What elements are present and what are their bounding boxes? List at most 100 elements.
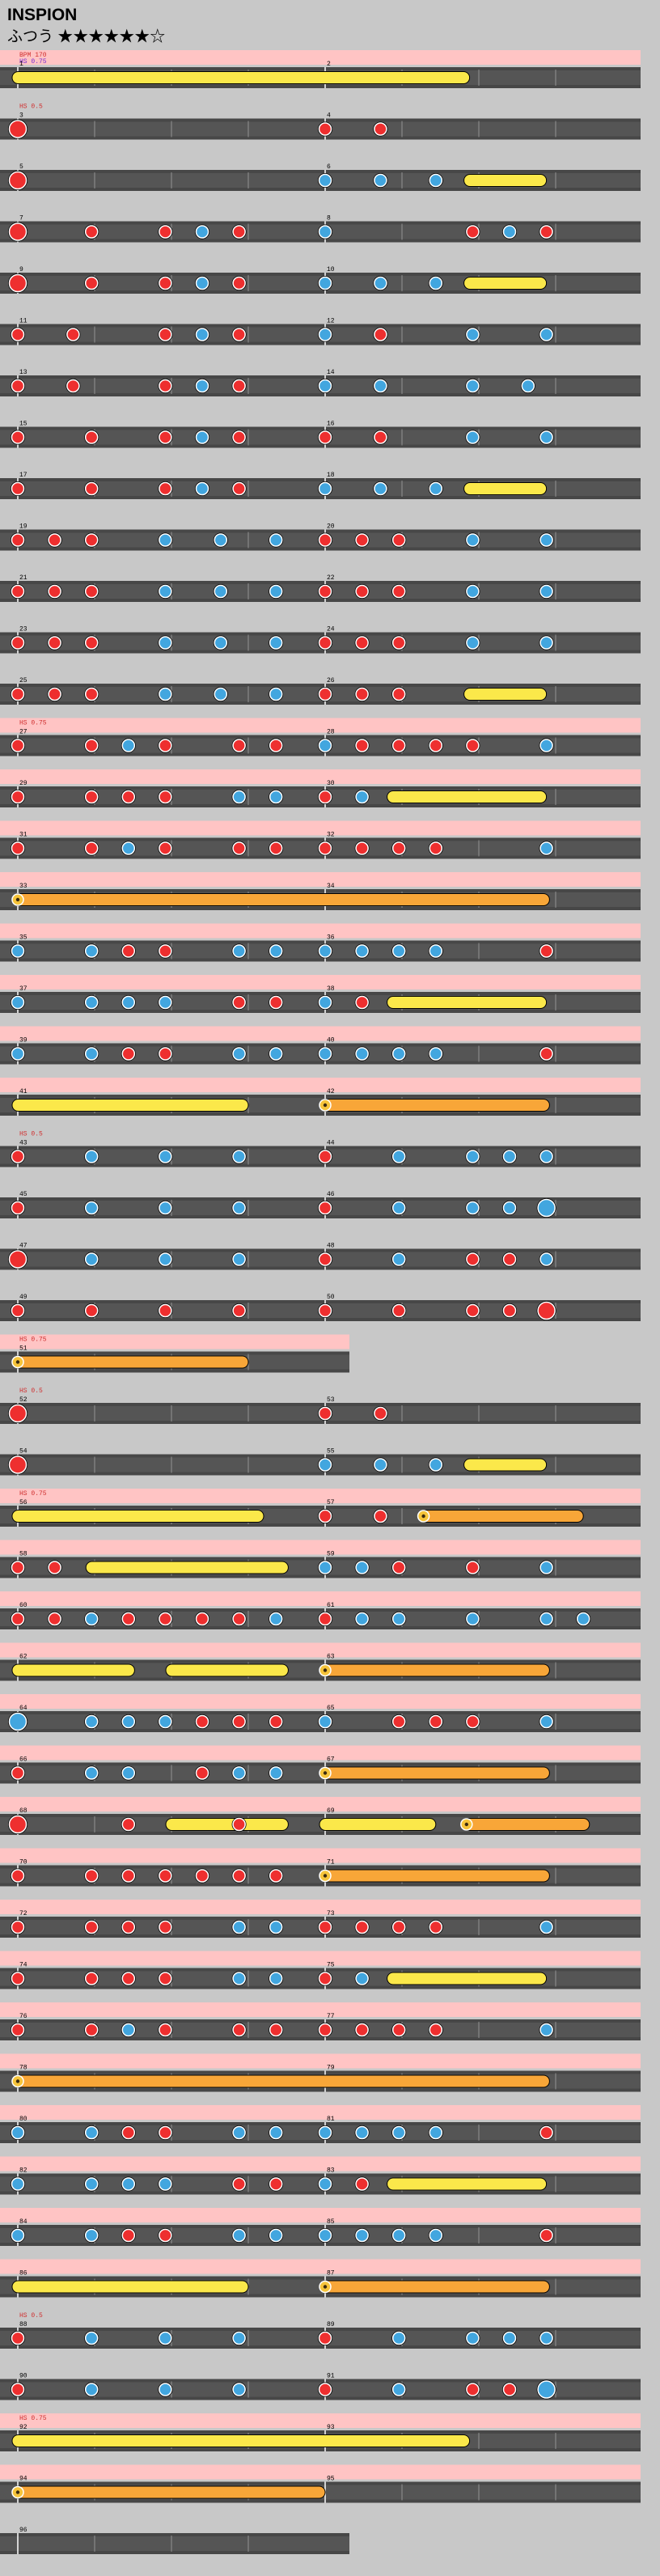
don-note	[195, 1612, 209, 1626]
measure-number: 12	[327, 318, 335, 325]
balloon-eye	[15, 2079, 20, 2083]
don-note	[232, 225, 246, 239]
don-note	[121, 1047, 136, 1061]
balloon-note	[417, 1510, 584, 1523]
ka-note	[355, 2228, 369, 2243]
don-note	[269, 2177, 283, 2191]
drumroll-note	[11, 1663, 135, 1677]
ka-note	[391, 2383, 406, 2396]
don-note	[11, 1869, 25, 1883]
don-note	[232, 1869, 246, 1883]
drumroll-note	[319, 1818, 437, 1831]
gogo-band	[0, 1334, 349, 1349]
ka-note	[214, 636, 228, 650]
ka-note	[269, 1766, 283, 1780]
don-note	[232, 739, 246, 752]
drumroll-note	[85, 1561, 289, 1574]
don-note	[159, 1047, 172, 1061]
ka-note	[429, 173, 443, 188]
don-note	[84, 276, 99, 290]
don-note	[355, 995, 369, 1010]
measure-number: 8	[327, 215, 331, 222]
drumroll-note	[11, 2280, 249, 2294]
ka-note	[269, 533, 283, 547]
don-note	[121, 1612, 136, 1626]
scroll-label: HS 0.75	[19, 1337, 47, 1344]
ka-note	[195, 379, 209, 393]
gogo-band	[0, 1642, 641, 1658]
don-note	[159, 841, 172, 855]
ka-note	[318, 944, 332, 958]
don-note	[318, 687, 332, 701]
ka-note	[466, 584, 480, 599]
don-note	[318, 1612, 332, 1626]
measure-number: 96	[19, 2527, 28, 2534]
drumroll-note	[463, 482, 548, 495]
ka-note	[11, 2177, 25, 2191]
gogo-band	[0, 1900, 641, 1914]
scroll-label: HS 0.75	[19, 58, 47, 66]
measure-number: 95	[327, 2476, 335, 2483]
measure-number: 56	[19, 1499, 28, 1506]
ka-note	[318, 739, 332, 752]
don-note	[318, 584, 332, 599]
measure-number: 75	[327, 1962, 335, 1969]
ka-note	[84, 1201, 99, 1215]
ka-note	[269, 944, 283, 958]
ka-note	[318, 328, 332, 341]
drumroll-note	[11, 71, 471, 84]
measure-number: 60	[19, 1602, 28, 1609]
don-note	[466, 1252, 480, 1266]
measure-number: 81	[327, 2116, 335, 2123]
measure-number: 6	[327, 163, 331, 171]
ka-note	[84, 1047, 99, 1061]
song-title: INSPION	[7, 6, 78, 24]
measure-number: 21	[19, 574, 28, 582]
big-don-note	[8, 273, 28, 293]
ka-note	[269, 1920, 283, 1934]
don-note	[232, 995, 246, 1010]
ka-note	[429, 276, 443, 290]
don-note	[159, 1972, 172, 1985]
measure-number: 36	[327, 934, 335, 942]
balloon-note	[11, 2485, 326, 2499]
don-note	[466, 225, 480, 239]
measure-number: 48	[327, 1243, 335, 1250]
don-note	[318, 2331, 332, 2345]
ka-note	[318, 995, 332, 1010]
ka-note	[539, 1561, 553, 1574]
ka-note	[121, 739, 136, 752]
don-note	[121, 1920, 136, 1934]
don-note	[355, 2023, 369, 2037]
ka-note	[84, 2383, 99, 2396]
ka-note	[374, 1458, 387, 1472]
ka-note	[232, 1920, 246, 1934]
ka-note	[539, 739, 553, 752]
drumroll-note	[387, 1972, 548, 1985]
don-note	[466, 1714, 480, 1729]
ka-note	[232, 1201, 246, 1215]
difficulty-label: ふつう	[7, 28, 54, 45]
don-note	[159, 2125, 172, 2140]
don-note	[318, 533, 332, 547]
don-note	[466, 1561, 480, 1574]
ka-note	[232, 2331, 246, 2345]
balloon-eye	[323, 1668, 328, 1672]
don-note	[374, 328, 387, 341]
don-note	[84, 841, 99, 855]
gogo-band	[0, 1540, 641, 1555]
don-note	[355, 2177, 369, 2191]
don-note	[121, 790, 136, 804]
ka-note	[466, 1150, 480, 1163]
measure-number: 19	[19, 523, 28, 531]
don-note	[232, 328, 246, 341]
gogo-band	[0, 2053, 641, 2069]
balloon-eye	[421, 1514, 425, 1519]
don-note	[159, 430, 172, 444]
ka-note	[429, 481, 443, 496]
measure-number: 44	[327, 1140, 335, 1147]
don-note	[159, 276, 172, 290]
ka-note	[576, 1612, 590, 1626]
don-note	[159, 790, 172, 804]
